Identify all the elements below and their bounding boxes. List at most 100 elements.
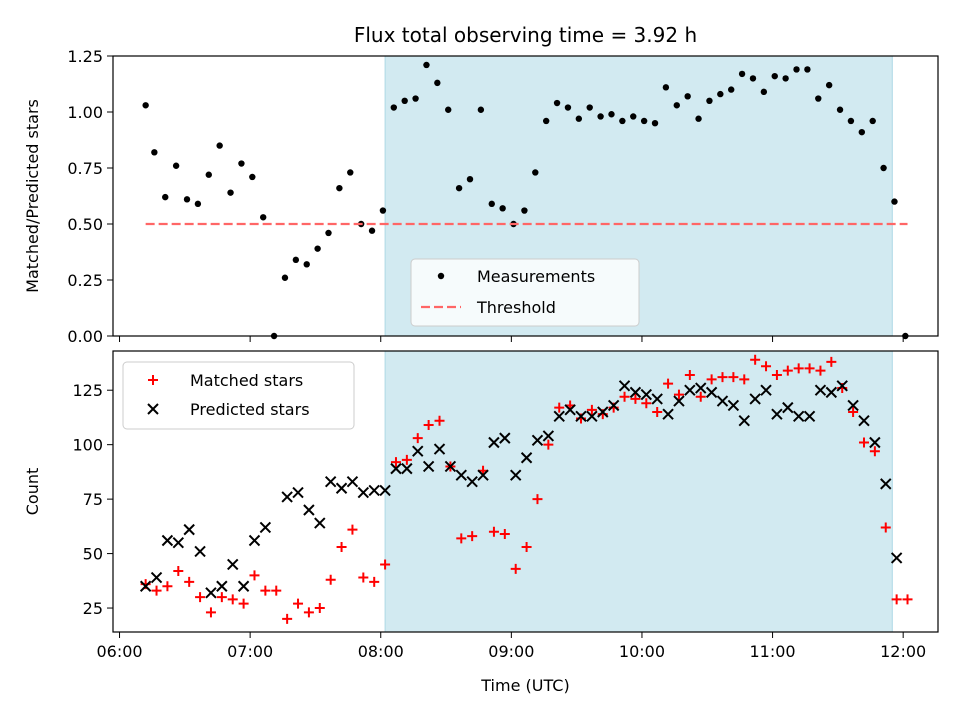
x-tick-label: 12:00 bbox=[880, 642, 926, 661]
predicted-star-point bbox=[172, 536, 185, 549]
matched-star-point bbox=[782, 365, 793, 376]
measurement-point bbox=[782, 75, 789, 82]
predicted-star-point bbox=[227, 558, 239, 571]
matched-star-point bbox=[358, 572, 369, 583]
measurement-point bbox=[717, 90, 724, 98]
matched-star-point bbox=[227, 594, 238, 605]
x-tick-label: 06:00 bbox=[96, 642, 142, 661]
predicted-star-point bbox=[716, 395, 729, 407]
legend-marker-measurements bbox=[437, 272, 445, 280]
matched-star-point bbox=[793, 363, 804, 374]
predicted-star-point bbox=[248, 534, 261, 547]
measurement-point bbox=[162, 193, 169, 201]
predicted-star-point bbox=[422, 460, 435, 473]
measurement-point bbox=[630, 113, 637, 120]
predicted-star-point bbox=[314, 517, 326, 529]
legend-count: Matched stars Predicted stars bbox=[122, 361, 355, 430]
matched-star-point bbox=[151, 585, 162, 596]
measurement-point bbox=[292, 256, 300, 264]
predicted-star-point bbox=[553, 410, 565, 423]
legend-label-predicted: Predicted stars bbox=[190, 400, 310, 419]
measurement-point bbox=[142, 102, 149, 109]
predicted-star-point bbox=[792, 410, 805, 423]
predicted-star-point bbox=[520, 452, 533, 464]
x-axis-label: Time (UTC) bbox=[480, 676, 569, 695]
matched-star-point bbox=[695, 391, 706, 402]
matched-star-point bbox=[761, 361, 772, 372]
predicted-star-point bbox=[673, 395, 685, 407]
measurement-point bbox=[891, 198, 898, 205]
legend-label-threshold: Threshold bbox=[476, 298, 556, 317]
matched-star-point bbox=[641, 398, 652, 409]
measurement-point bbox=[216, 142, 223, 149]
y-tick-label: 1.00 bbox=[67, 103, 103, 122]
matched-star-point bbox=[467, 531, 478, 542]
matched-star-point bbox=[282, 613, 293, 624]
matched-star-point bbox=[804, 363, 815, 374]
measurement-point bbox=[771, 72, 778, 80]
predicted-star-point bbox=[705, 386, 718, 399]
predicted-star-point bbox=[662, 408, 674, 420]
measurement-point bbox=[608, 111, 615, 118]
predicted-star-point bbox=[259, 521, 272, 534]
matched-star-point bbox=[673, 389, 684, 400]
predicted-star-point bbox=[346, 475, 359, 488]
matched-star-point bbox=[380, 559, 391, 570]
legend-ratio: Measurements Threshold bbox=[410, 258, 640, 327]
matched-star-point bbox=[619, 391, 630, 402]
matched-star-point bbox=[249, 570, 260, 581]
measurement-point bbox=[564, 104, 572, 111]
measurement-point bbox=[684, 93, 691, 100]
matched-star-point bbox=[717, 372, 728, 383]
predicted-star-point bbox=[455, 469, 467, 481]
measurement-point bbox=[521, 207, 528, 214]
measurement-point bbox=[847, 117, 855, 125]
matched-star-point bbox=[195, 592, 206, 603]
matched-star-point bbox=[173, 566, 184, 577]
axes-frame bbox=[112, 55, 939, 337]
measurement-point bbox=[455, 184, 463, 192]
measurement-point bbox=[412, 95, 419, 102]
matched-star-point bbox=[303, 607, 314, 618]
matched-star-point bbox=[652, 406, 663, 417]
y-tick-label: 0.75 bbox=[67, 159, 103, 178]
matched-star-point bbox=[293, 598, 304, 609]
predicted-star-point bbox=[803, 410, 816, 423]
measurement-point bbox=[651, 120, 659, 127]
measurement-point bbox=[347, 169, 354, 176]
measurement-point bbox=[488, 200, 495, 208]
measurement-point bbox=[586, 104, 593, 111]
predicted-star-point bbox=[618, 380, 631, 392]
measurement-point bbox=[477, 106, 485, 113]
matched-star-point bbox=[314, 603, 325, 614]
predicted-star-point bbox=[357, 486, 370, 499]
measurement-point bbox=[640, 117, 648, 125]
matched-star-point bbox=[728, 372, 739, 383]
x-tick-label: 09:00 bbox=[488, 642, 534, 661]
x-tick-label: 11:00 bbox=[750, 642, 796, 661]
measurement-point bbox=[597, 113, 604, 120]
predicted-star-point bbox=[869, 436, 881, 449]
x-tick-label: 07:00 bbox=[227, 642, 273, 661]
measurement-point bbox=[151, 149, 158, 156]
measurement-point bbox=[434, 79, 441, 87]
matched-star-point bbox=[891, 594, 902, 605]
predicted-star-point bbox=[836, 380, 848, 392]
x-tick-label: 10:00 bbox=[619, 642, 665, 661]
measurement-point bbox=[673, 102, 680, 109]
measurement-point bbox=[303, 261, 310, 268]
measurement-point bbox=[542, 117, 550, 125]
matched-star-point bbox=[456, 533, 467, 544]
measurement-point bbox=[706, 97, 713, 105]
predicted-star-point bbox=[368, 484, 380, 497]
predicted-star-point bbox=[825, 386, 838, 399]
predicted-star-point bbox=[216, 580, 228, 592]
matched-star-point bbox=[510, 563, 521, 574]
matched-star-point bbox=[630, 393, 641, 404]
measurement-point bbox=[314, 245, 321, 252]
predicted-star-point bbox=[412, 445, 424, 457]
predicted-star-point bbox=[749, 393, 761, 405]
measurement-point bbox=[227, 189, 234, 196]
measurement-point bbox=[793, 66, 800, 73]
predicted-star-point bbox=[292, 486, 304, 499]
